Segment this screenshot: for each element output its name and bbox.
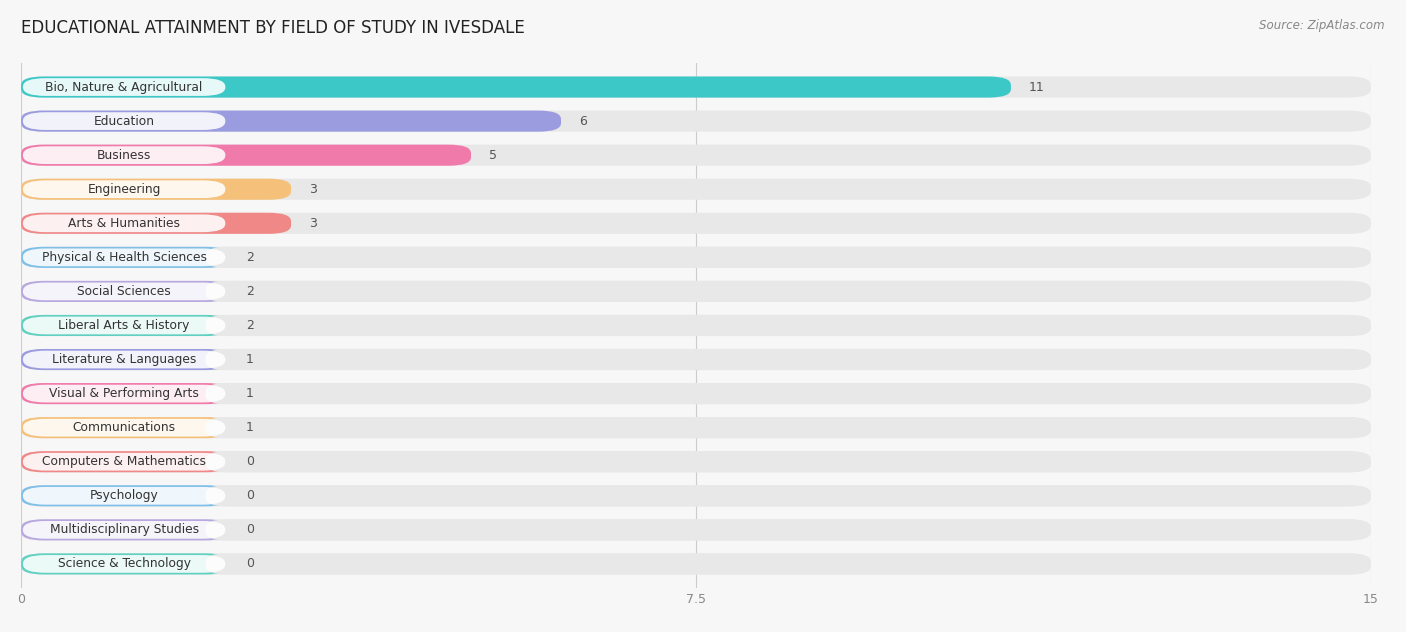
- Text: 1: 1: [246, 353, 254, 366]
- Text: Communications: Communications: [73, 421, 176, 434]
- Text: Arts & Humanities: Arts & Humanities: [67, 217, 180, 230]
- FancyBboxPatch shape: [205, 349, 1371, 370]
- FancyBboxPatch shape: [22, 487, 225, 504]
- FancyBboxPatch shape: [21, 520, 1371, 540]
- Text: 3: 3: [309, 183, 316, 196]
- FancyBboxPatch shape: [21, 281, 1371, 302]
- Text: Psychology: Psychology: [90, 489, 159, 502]
- FancyBboxPatch shape: [22, 180, 225, 198]
- FancyBboxPatch shape: [205, 451, 1371, 472]
- Text: 2: 2: [246, 251, 254, 264]
- Text: 3: 3: [309, 217, 316, 230]
- Text: 5: 5: [489, 149, 496, 162]
- FancyBboxPatch shape: [21, 179, 1371, 200]
- FancyBboxPatch shape: [22, 112, 225, 130]
- FancyBboxPatch shape: [21, 417, 228, 438]
- FancyBboxPatch shape: [22, 147, 225, 164]
- FancyBboxPatch shape: [21, 383, 228, 404]
- Text: Literature & Languages: Literature & Languages: [52, 353, 197, 366]
- FancyBboxPatch shape: [205, 315, 1371, 336]
- Text: Multidisciplinary Studies: Multidisciplinary Studies: [49, 523, 198, 537]
- FancyBboxPatch shape: [21, 281, 228, 302]
- Text: 6: 6: [579, 114, 586, 128]
- FancyBboxPatch shape: [21, 349, 228, 370]
- FancyBboxPatch shape: [22, 555, 225, 573]
- FancyBboxPatch shape: [21, 76, 1371, 97]
- Text: Liberal Arts & History: Liberal Arts & History: [59, 319, 190, 332]
- Text: Social Sciences: Social Sciences: [77, 285, 172, 298]
- FancyBboxPatch shape: [21, 145, 1371, 166]
- Text: 0: 0: [246, 489, 254, 502]
- FancyBboxPatch shape: [21, 179, 291, 200]
- FancyBboxPatch shape: [21, 451, 1371, 472]
- FancyBboxPatch shape: [22, 317, 225, 334]
- Text: 11: 11: [1029, 80, 1045, 94]
- FancyBboxPatch shape: [22, 248, 225, 266]
- FancyBboxPatch shape: [21, 554, 1371, 574]
- Text: 0: 0: [246, 557, 254, 571]
- FancyBboxPatch shape: [21, 111, 561, 131]
- FancyBboxPatch shape: [205, 417, 1371, 438]
- FancyBboxPatch shape: [21, 213, 1371, 234]
- FancyBboxPatch shape: [22, 453, 225, 471]
- Text: Source: ZipAtlas.com: Source: ZipAtlas.com: [1260, 19, 1385, 32]
- FancyBboxPatch shape: [21, 76, 1011, 97]
- FancyBboxPatch shape: [21, 145, 471, 166]
- FancyBboxPatch shape: [21, 451, 228, 472]
- Text: Business: Business: [97, 149, 152, 162]
- Text: 2: 2: [246, 319, 254, 332]
- FancyBboxPatch shape: [21, 485, 1371, 506]
- FancyBboxPatch shape: [205, 485, 1371, 506]
- Text: 1: 1: [246, 387, 254, 400]
- Text: Education: Education: [94, 114, 155, 128]
- FancyBboxPatch shape: [205, 383, 1371, 404]
- FancyBboxPatch shape: [21, 349, 1371, 370]
- Text: 0: 0: [246, 455, 254, 468]
- FancyBboxPatch shape: [22, 385, 225, 403]
- FancyBboxPatch shape: [205, 246, 1371, 268]
- FancyBboxPatch shape: [21, 213, 291, 234]
- FancyBboxPatch shape: [21, 246, 1371, 268]
- FancyBboxPatch shape: [21, 485, 228, 506]
- FancyBboxPatch shape: [22, 419, 225, 437]
- FancyBboxPatch shape: [21, 315, 1371, 336]
- FancyBboxPatch shape: [21, 417, 1371, 438]
- Text: 2: 2: [246, 285, 254, 298]
- FancyBboxPatch shape: [22, 283, 225, 300]
- FancyBboxPatch shape: [21, 383, 1371, 404]
- FancyBboxPatch shape: [22, 521, 225, 538]
- FancyBboxPatch shape: [21, 111, 1371, 131]
- FancyBboxPatch shape: [21, 246, 228, 268]
- FancyBboxPatch shape: [21, 315, 228, 336]
- FancyBboxPatch shape: [205, 554, 1371, 574]
- Text: Science & Technology: Science & Technology: [58, 557, 191, 571]
- FancyBboxPatch shape: [21, 554, 228, 574]
- FancyBboxPatch shape: [205, 520, 1371, 540]
- FancyBboxPatch shape: [205, 281, 1371, 302]
- Text: 0: 0: [246, 523, 254, 537]
- Text: Physical & Health Sciences: Physical & Health Sciences: [42, 251, 207, 264]
- Text: Visual & Performing Arts: Visual & Performing Arts: [49, 387, 200, 400]
- Text: 1: 1: [246, 421, 254, 434]
- FancyBboxPatch shape: [22, 214, 225, 232]
- Text: Computers & Mathematics: Computers & Mathematics: [42, 455, 207, 468]
- FancyBboxPatch shape: [22, 351, 225, 368]
- Text: Bio, Nature & Agricultural: Bio, Nature & Agricultural: [45, 80, 202, 94]
- FancyBboxPatch shape: [22, 78, 225, 96]
- FancyBboxPatch shape: [21, 520, 228, 540]
- Text: EDUCATIONAL ATTAINMENT BY FIELD OF STUDY IN IVESDALE: EDUCATIONAL ATTAINMENT BY FIELD OF STUDY…: [21, 19, 524, 37]
- Text: Engineering: Engineering: [87, 183, 160, 196]
